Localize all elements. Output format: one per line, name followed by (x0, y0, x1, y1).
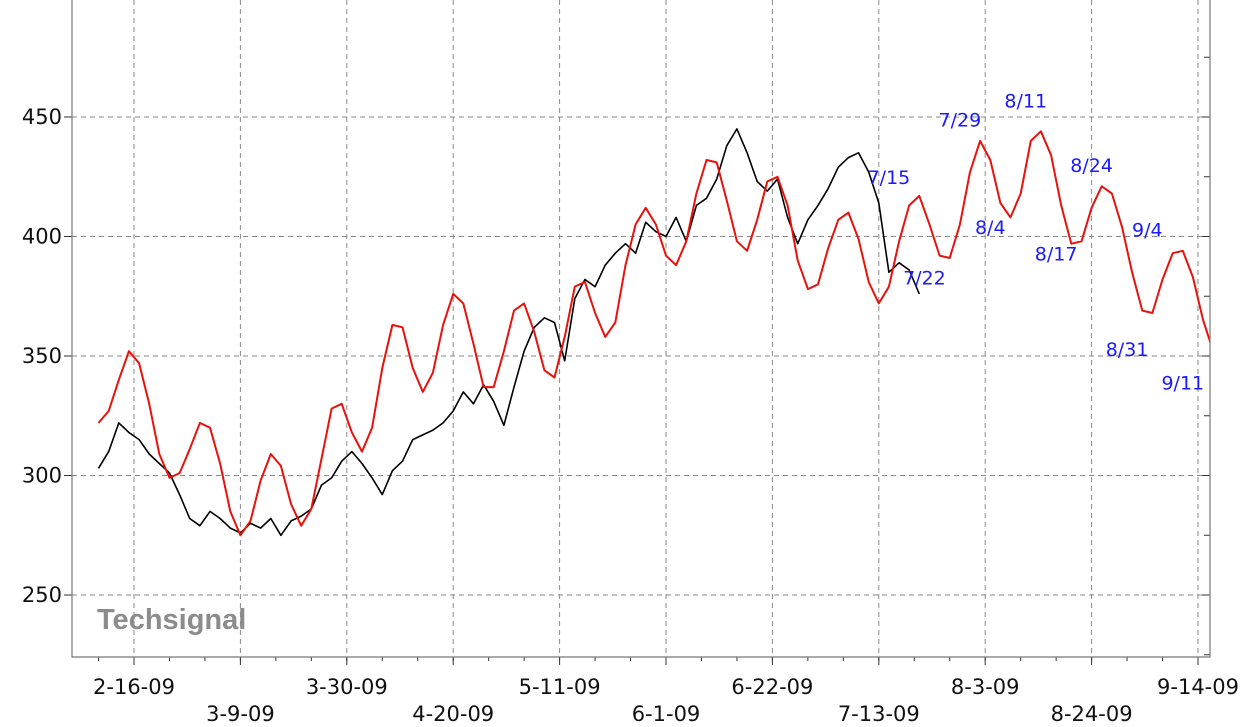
x-tick-label-lower: 6-1-09 (632, 702, 701, 726)
annotation-layer: 7/15 7/22 7/29 8/4 8/11 8/17 8/24 9/4 8/31 9/11 (868, 90, 1205, 394)
date-annotation: 7/15 (868, 167, 911, 189)
axis-ticks (64, 56, 1210, 665)
y-tick-label: 400 (22, 225, 62, 249)
series-line-model (97, 130, 1210, 537)
y-tick-label: 250 (22, 583, 62, 607)
date-annotation: 8/4 (975, 217, 1006, 239)
date-annotation: 7/22 (903, 267, 946, 289)
y-tick-label: 350 (22, 344, 62, 368)
series-layer (97, 128, 1210, 537)
x-tick-label-upper: 2-16-09 (93, 675, 175, 699)
x-tick-label-upper: 5-11-09 (519, 675, 601, 699)
x-tick-label-lower: 8-24-09 (1051, 702, 1133, 726)
watermark: Techsignal (97, 604, 246, 636)
date-annotation: 8/24 (1070, 155, 1113, 177)
date-annotation: 8/11 (1004, 90, 1047, 112)
x-tick-label-lower: 4-20-09 (412, 702, 494, 726)
date-annotation: 8/17 (1035, 243, 1078, 265)
y-tick-label: 450 (22, 105, 62, 129)
plot-frame (71, 0, 1211, 658)
x-tick-label-lower: 7-13-09 (838, 702, 920, 726)
plot-background (72, 0, 1210, 657)
grid-lines (72, 0, 1210, 657)
x-tick-label-lower: 3-9-09 (206, 702, 275, 726)
date-annotation: 7/29 (939, 110, 982, 132)
x-tick-label-upper: 9-14-09 (1157, 675, 1239, 699)
y-axis-labels: 250 300 350 400 450 (22, 105, 62, 607)
date-annotation: 9/11 (1161, 372, 1204, 394)
date-annotation: 8/31 (1106, 339, 1149, 361)
x-tick-label-upper: 6-22-09 (731, 675, 813, 699)
series-line-actual (97, 128, 921, 537)
x-axis-labels: 2-16-09 3-30-09 5-11-09 6-22-09 8-3-09 9-14-0… (93, 675, 1239, 726)
x-tick-label-upper: 8-3-09 (951, 675, 1020, 699)
x-tick-label-upper: 3-30-09 (306, 675, 388, 699)
date-annotation: 9/4 (1132, 220, 1163, 242)
y-tick-label: 300 (22, 464, 62, 488)
